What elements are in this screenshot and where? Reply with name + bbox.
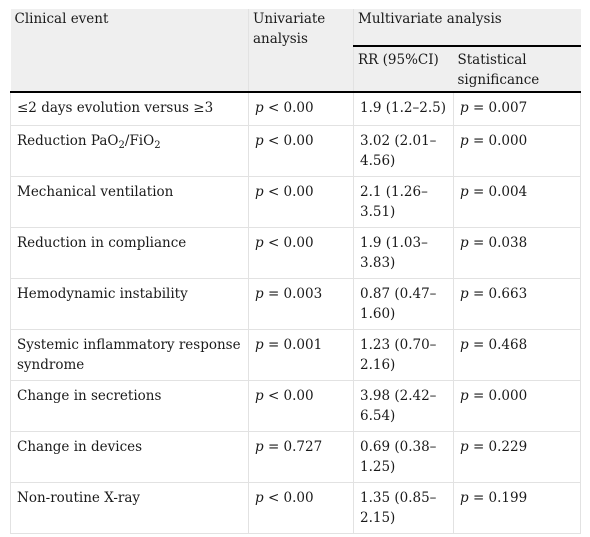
rr-cell: 0.69 (0.38–1.25) <box>353 431 454 483</box>
table-row: Hemodynamic instability p = 0.003 0.87 (… <box>10 278 582 330</box>
event-cell: Systemic inflammatory response syndrome <box>10 329 249 381</box>
significance-cell: p = 0.468 <box>453 329 582 381</box>
univariate-cell: p < 0.00 <box>248 482 354 534</box>
rr-cell: 1.9 (1.2–2.5) <box>353 92 454 126</box>
table-row: Mechanical ventilation p < 0.00 2.1 (1.2… <box>10 176 582 228</box>
header-univariate: Univariate analysis <box>248 9 354 92</box>
rr-cell: 2.1 (1.26–3.51) <box>353 176 454 228</box>
univariate-cell: p < 0.00 <box>248 227 354 279</box>
univariate-cell: p < 0.00 <box>248 125 354 177</box>
significance-cell: p = 0.038 <box>453 227 582 279</box>
event-cell: Reduction PaO2/FiO2 <box>10 125 249 177</box>
header-clinical-event: Clinical event <box>10 9 249 92</box>
event-cell: Change in secretions <box>10 380 249 432</box>
rr-cell: 1.35 (0.85–2.15) <box>353 482 454 534</box>
table-row: Change in secretions p < 0.00 3.98 (2.42… <box>10 380 582 432</box>
event-cell: Non-routine X-ray <box>10 482 249 534</box>
univariate-cell: p = 0.001 <box>248 329 354 381</box>
significance-cell: p = 0.000 <box>453 125 582 177</box>
table-row: Reduction in compliance p < 0.00 1.9 (1.… <box>10 227 582 279</box>
univariate-cell: p = 0.003 <box>248 278 354 330</box>
header-significance: Statistical significance <box>453 45 581 92</box>
event-cell: ≤2 days evolution versus ≥3 <box>10 92 249 126</box>
table-header: Clinical event Univariate analysis Multi… <box>10 9 581 92</box>
event-cell: Mechanical ventilation <box>10 176 249 228</box>
rr-cell: 1.23 (0.70–2.16) <box>353 329 454 381</box>
significance-cell: p = 0.199 <box>453 482 582 534</box>
univariate-cell: p < 0.00 <box>248 380 354 432</box>
table-row: Systemic inflammatory response syndrome … <box>10 329 582 381</box>
event-cell: Hemodynamic instability <box>10 278 249 330</box>
header-rr: RR (95%CI) <box>353 45 454 92</box>
significance-cell: p = 0.229 <box>453 431 582 483</box>
rr-cell: 3.02 (2.01–4.56) <box>353 125 454 177</box>
rr-cell: 0.87 (0.47–1.60) <box>353 278 454 330</box>
table-row: Non-routine X-ray p < 0.00 1.35 (0.85–2.… <box>10 482 582 534</box>
rr-cell: 1.9 (1.03–3.83) <box>353 227 454 279</box>
significance-cell: p = 0.004 <box>453 176 582 228</box>
header-multivariate: Multivariate analysis <box>353 9 581 47</box>
rr-cell: 3.98 (2.42–6.54) <box>353 380 454 432</box>
significance-cell: p = 0.000 <box>453 380 582 432</box>
significance-cell: p = 0.663 <box>453 278 582 330</box>
table-row: Change in devices p = 0.727 0.69 (0.38–1… <box>10 431 582 483</box>
table-row: ≤2 days evolution versus ≥3 p < 0.00 1.9… <box>10 92 582 126</box>
univariate-cell: p < 0.00 <box>248 92 354 126</box>
table-row: Reduction PaO2/FiO2 p < 0.00 3.02 (2.01–… <box>10 125 582 177</box>
event-cell: Change in devices <box>10 431 249 483</box>
clinical-events-table: Clinical event Univariate analysis Multi… <box>10 9 582 534</box>
significance-cell: p = 0.007 <box>453 92 582 126</box>
univariate-cell: p < 0.00 <box>248 176 354 228</box>
event-cell: Reduction in compliance <box>10 227 249 279</box>
univariate-cell: p = 0.727 <box>248 431 354 483</box>
